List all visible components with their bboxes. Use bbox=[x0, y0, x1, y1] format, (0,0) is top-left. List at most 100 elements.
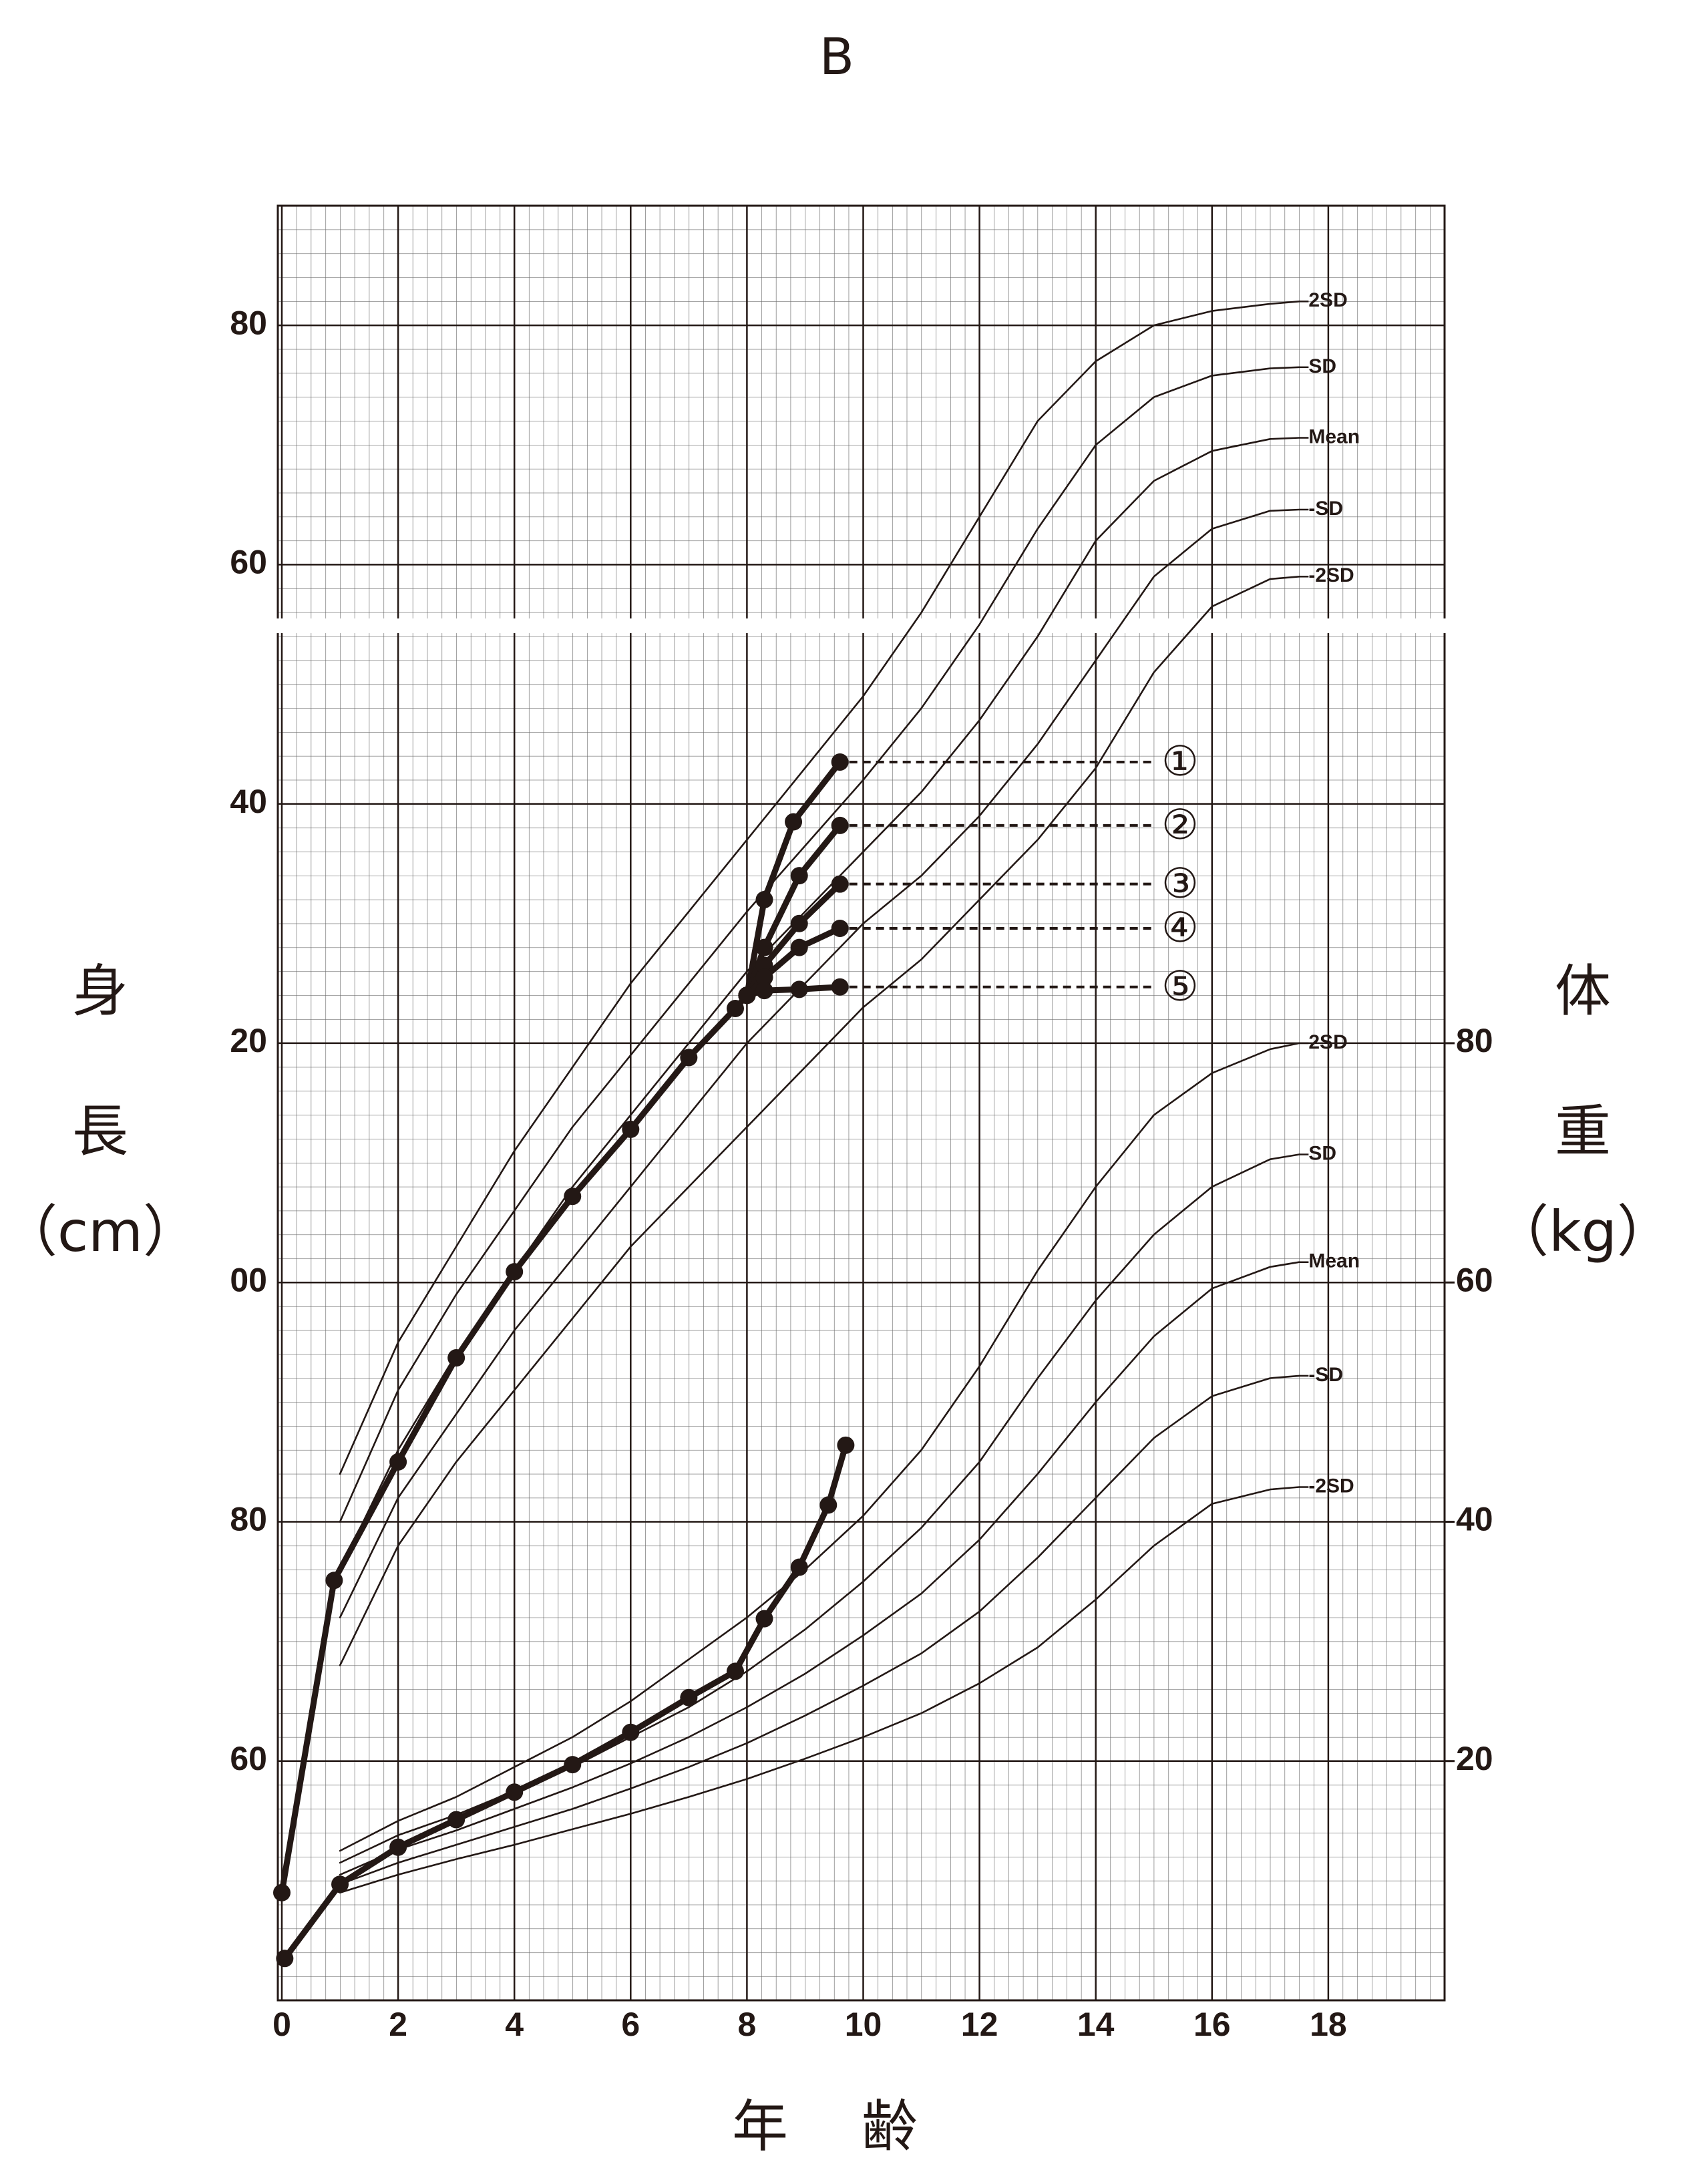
data-point bbox=[325, 1572, 343, 1590]
data-point bbox=[831, 816, 849, 834]
y-tick-label: 20 bbox=[230, 1022, 267, 1059]
y-axis-label: 長 bbox=[72, 1099, 128, 1164]
grid bbox=[278, 206, 1455, 2000]
series-group: 2SD SD Mean -SD -2SD 2SD SD Mean -SD -2SD ① ② ③④ ⑤ bbox=[273, 289, 1360, 1968]
plot-area bbox=[276, 204, 1446, 2002]
legend-label: -2SD bbox=[1308, 564, 1354, 586]
legend-label: ⑤ bbox=[1161, 962, 1199, 1011]
data-point bbox=[790, 867, 808, 885]
y-tick-label: 60 bbox=[230, 544, 267, 581]
reference-line bbox=[339, 1261, 1300, 1876]
x-tick-label: 12 bbox=[961, 2006, 998, 2043]
patient-line bbox=[743, 984, 844, 998]
patient-line bbox=[743, 925, 844, 998]
y2-tick-label: 40 bbox=[1456, 1501, 1493, 1538]
data-point bbox=[831, 978, 849, 996]
data-point bbox=[755, 1610, 773, 1628]
y2-tick-label: 20 bbox=[1456, 1740, 1493, 1777]
reference-line bbox=[339, 508, 1300, 1619]
reference-line bbox=[339, 301, 1300, 1475]
data-point bbox=[680, 1049, 698, 1067]
data-point bbox=[276, 1950, 294, 1968]
patient-line bbox=[743, 822, 844, 998]
y2-axis-label: （kg） bbox=[1493, 1199, 1673, 1264]
y-tick-label: 80 bbox=[230, 1501, 267, 1538]
y2-axis-label: 体 bbox=[1555, 958, 1611, 1024]
data-point bbox=[447, 1349, 465, 1367]
data-point bbox=[837, 1436, 855, 1454]
x-tick-label: 16 bbox=[1193, 2006, 1231, 2043]
x-tick-label: 14 bbox=[1077, 2006, 1115, 2043]
data-point bbox=[790, 914, 808, 932]
data-point bbox=[785, 813, 803, 831]
data-point bbox=[331, 1875, 349, 1893]
data-point bbox=[564, 1756, 582, 1774]
data-point bbox=[506, 1783, 524, 1801]
x-tick-label: 6 bbox=[621, 2006, 640, 2043]
y-tick-label: 60 bbox=[230, 1740, 267, 1777]
x-tick-label: 4 bbox=[505, 2006, 524, 2043]
data-point bbox=[755, 938, 773, 956]
reference-line bbox=[339, 366, 1300, 1523]
patient-line bbox=[743, 881, 844, 998]
y-tick-label: 80 bbox=[230, 304, 267, 341]
data-point bbox=[564, 1188, 582, 1206]
data-point bbox=[755, 982, 773, 1000]
patient-line bbox=[743, 759, 844, 998]
legend-label: 2SD bbox=[1308, 1031, 1347, 1053]
data-point bbox=[738, 986, 756, 1005]
reference-line bbox=[339, 1486, 1300, 1894]
chart-title: B bbox=[819, 27, 854, 86]
data-point bbox=[790, 980, 808, 998]
legend-label: Mean bbox=[1308, 425, 1360, 447]
data-point bbox=[831, 875, 849, 893]
y-axis-label: （cm） bbox=[1, 1199, 199, 1264]
y-tick-label: 00 bbox=[230, 1261, 267, 1298]
data-point bbox=[726, 999, 744, 1017]
x-tick-label: 0 bbox=[272, 2006, 291, 2043]
legend-label: Mean bbox=[1308, 1250, 1360, 1272]
legend-label: 2SD bbox=[1308, 289, 1347, 311]
y2-tick-label: 60 bbox=[1456, 1261, 1493, 1298]
data-point bbox=[389, 1838, 407, 1856]
y-axis-label: 身 bbox=[72, 958, 128, 1024]
reference-line bbox=[339, 1042, 1300, 1852]
y2-axis-label: 重 bbox=[1555, 1099, 1611, 1164]
data-point bbox=[831, 753, 849, 771]
legend-label: ① bbox=[1161, 737, 1199, 785]
x-tick-label: 18 bbox=[1310, 2006, 1347, 2043]
reference-line bbox=[339, 1375, 1300, 1885]
data-point bbox=[790, 1558, 808, 1576]
y-tick-label: 40 bbox=[230, 783, 267, 820]
data-point bbox=[680, 1688, 698, 1706]
legend-label: -SD bbox=[1308, 1364, 1343, 1386]
data-point bbox=[831, 919, 849, 937]
y2-tick-label: 80 bbox=[1456, 1022, 1493, 1059]
x-tick-label: 10 bbox=[845, 2006, 882, 2043]
data-point bbox=[447, 1811, 465, 1829]
patient-line bbox=[278, 992, 750, 1896]
legend-label: ③ bbox=[1161, 859, 1199, 908]
data-point bbox=[819, 1496, 837, 1514]
data-point bbox=[622, 1120, 640, 1138]
legend-label: ② bbox=[1161, 800, 1199, 849]
legend-label: SD bbox=[1308, 355, 1336, 377]
legend-label: -SD bbox=[1308, 498, 1343, 520]
reference-line bbox=[339, 576, 1300, 1666]
legend-label: -2SD bbox=[1308, 1475, 1354, 1497]
data-point bbox=[790, 938, 808, 956]
x-tick-label: 2 bbox=[389, 2006, 407, 2043]
x-tick-label: 8 bbox=[737, 2006, 756, 2043]
data-point bbox=[273, 1883, 291, 1901]
axis-break bbox=[270, 618, 1456, 633]
data-point bbox=[755, 890, 773, 908]
legend-label: ④ bbox=[1161, 903, 1199, 952]
data-point bbox=[726, 1662, 744, 1680]
x-axis-label: 年齢 bbox=[732, 2094, 991, 2159]
data-point bbox=[622, 1723, 640, 1741]
data-point bbox=[389, 1453, 407, 1471]
legend-label: SD bbox=[1308, 1142, 1336, 1164]
data-point bbox=[506, 1263, 524, 1281]
data-point bbox=[755, 968, 773, 986]
